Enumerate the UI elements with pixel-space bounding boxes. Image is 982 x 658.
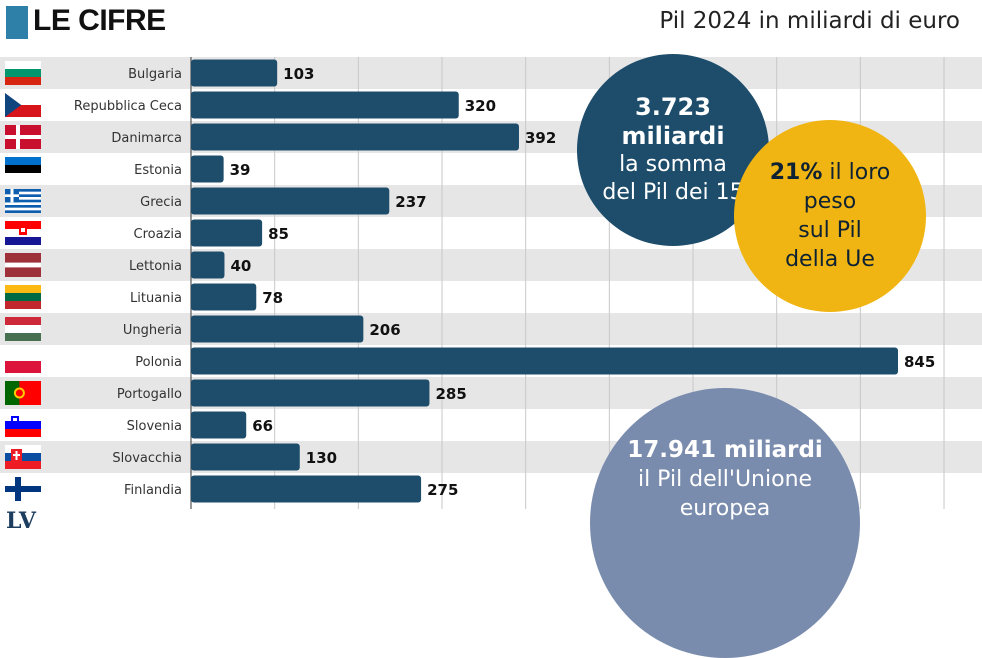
category-label: Polonia — [135, 355, 182, 370]
share-value: 21% — [769, 160, 823, 185]
share-caption-3: sul Pil — [798, 218, 862, 243]
data-label: 320 — [465, 97, 496, 115]
portugal-flag-icon — [5, 381, 41, 405]
data-label: 40 — [230, 257, 251, 275]
share-caption-2: peso — [803, 189, 857, 214]
bar — [191, 315, 364, 343]
share-line-1: 21% il loro — [770, 158, 890, 187]
croatia-flag-icon — [5, 221, 41, 245]
category-label: Portogallo — [117, 387, 182, 402]
bar — [191, 59, 278, 87]
bar — [191, 379, 430, 407]
bar — [191, 283, 257, 311]
lithuania-flag-icon — [5, 285, 41, 309]
data-label: 103 — [283, 65, 314, 83]
share-caption-1: il loro — [822, 160, 891, 185]
row-stripe — [0, 313, 982, 345]
category-label: Slovacchia — [112, 451, 182, 466]
data-label: 275 — [427, 481, 458, 499]
data-label: 85 — [268, 225, 289, 243]
data-label: 78 — [262, 289, 283, 307]
bar — [191, 443, 300, 471]
bar — [191, 475, 422, 503]
category-label: Bulgaria — [128, 67, 182, 82]
slovakia-flag-icon — [5, 445, 41, 469]
data-label: 237 — [395, 193, 426, 211]
chart-subtitle: Pil 2024 in miliardi di euro — [659, 8, 960, 34]
category-label: Grecia — [140, 195, 182, 210]
row-stripe — [0, 377, 982, 409]
hungary-flag-icon — [5, 317, 41, 341]
slovenia-flag-icon — [5, 413, 41, 437]
total-unit: miliardi — [621, 122, 725, 150]
title-accent-square — [6, 6, 28, 39]
latvia-flag-icon — [5, 253, 41, 277]
estonia-flag-icon — [5, 157, 41, 181]
greece-flag-icon — [5, 189, 41, 213]
bar — [191, 91, 459, 119]
share-bubble: 21% il loro peso sul Pil della Ue — [734, 120, 926, 312]
eu-value: 17.941 miliardi — [627, 437, 823, 463]
total-caption-2: del Pil dei 15 — [602, 180, 744, 205]
category-label: Estonia — [134, 163, 182, 178]
category-label: Lettonia — [129, 259, 182, 274]
category-label: Ungheria — [123, 323, 182, 338]
bar — [191, 155, 224, 183]
data-label: 39 — [230, 161, 251, 179]
eu-caption-1: il Pil dell'Unione — [637, 467, 813, 492]
bar — [191, 347, 898, 375]
bar — [191, 123, 519, 151]
bar — [191, 251, 225, 279]
denmark-flag-icon — [5, 125, 41, 149]
total-value: 3.723 — [635, 93, 711, 121]
category-label: Repubblica Ceca — [74, 99, 182, 114]
bar — [191, 219, 263, 247]
data-label: 66 — [252, 417, 273, 435]
row-stripe — [0, 57, 982, 89]
category-label: Slovenia — [127, 419, 182, 434]
bulgaria-flag-icon — [5, 61, 41, 85]
czech-flag-icon — [5, 93, 41, 117]
page-title: LE CIFRE — [33, 4, 166, 37]
data-label: 130 — [306, 449, 337, 467]
eu-gdp-bubble: 17.941 miliardi il Pil dell'Unione europ… — [590, 388, 860, 658]
data-label: 206 — [369, 321, 400, 339]
data-label: 392 — [525, 129, 556, 147]
category-label: Croazia — [134, 227, 182, 242]
category-label: Finlandia — [124, 483, 182, 498]
bar — [191, 411, 247, 439]
bar — [191, 187, 390, 215]
data-label: 285 — [435, 385, 466, 403]
share-caption-4: della Ue — [785, 247, 875, 272]
category-label: Lituania — [130, 291, 182, 306]
data-label: 845 — [904, 353, 935, 371]
total-caption-1: la somma — [619, 152, 727, 177]
eu-caption-2: europea — [679, 496, 771, 521]
category-label: Danimarca — [111, 131, 182, 146]
publisher-logo: LV — [6, 508, 36, 534]
finland-flag-icon — [5, 477, 41, 501]
poland-flag-icon — [5, 349, 41, 373]
